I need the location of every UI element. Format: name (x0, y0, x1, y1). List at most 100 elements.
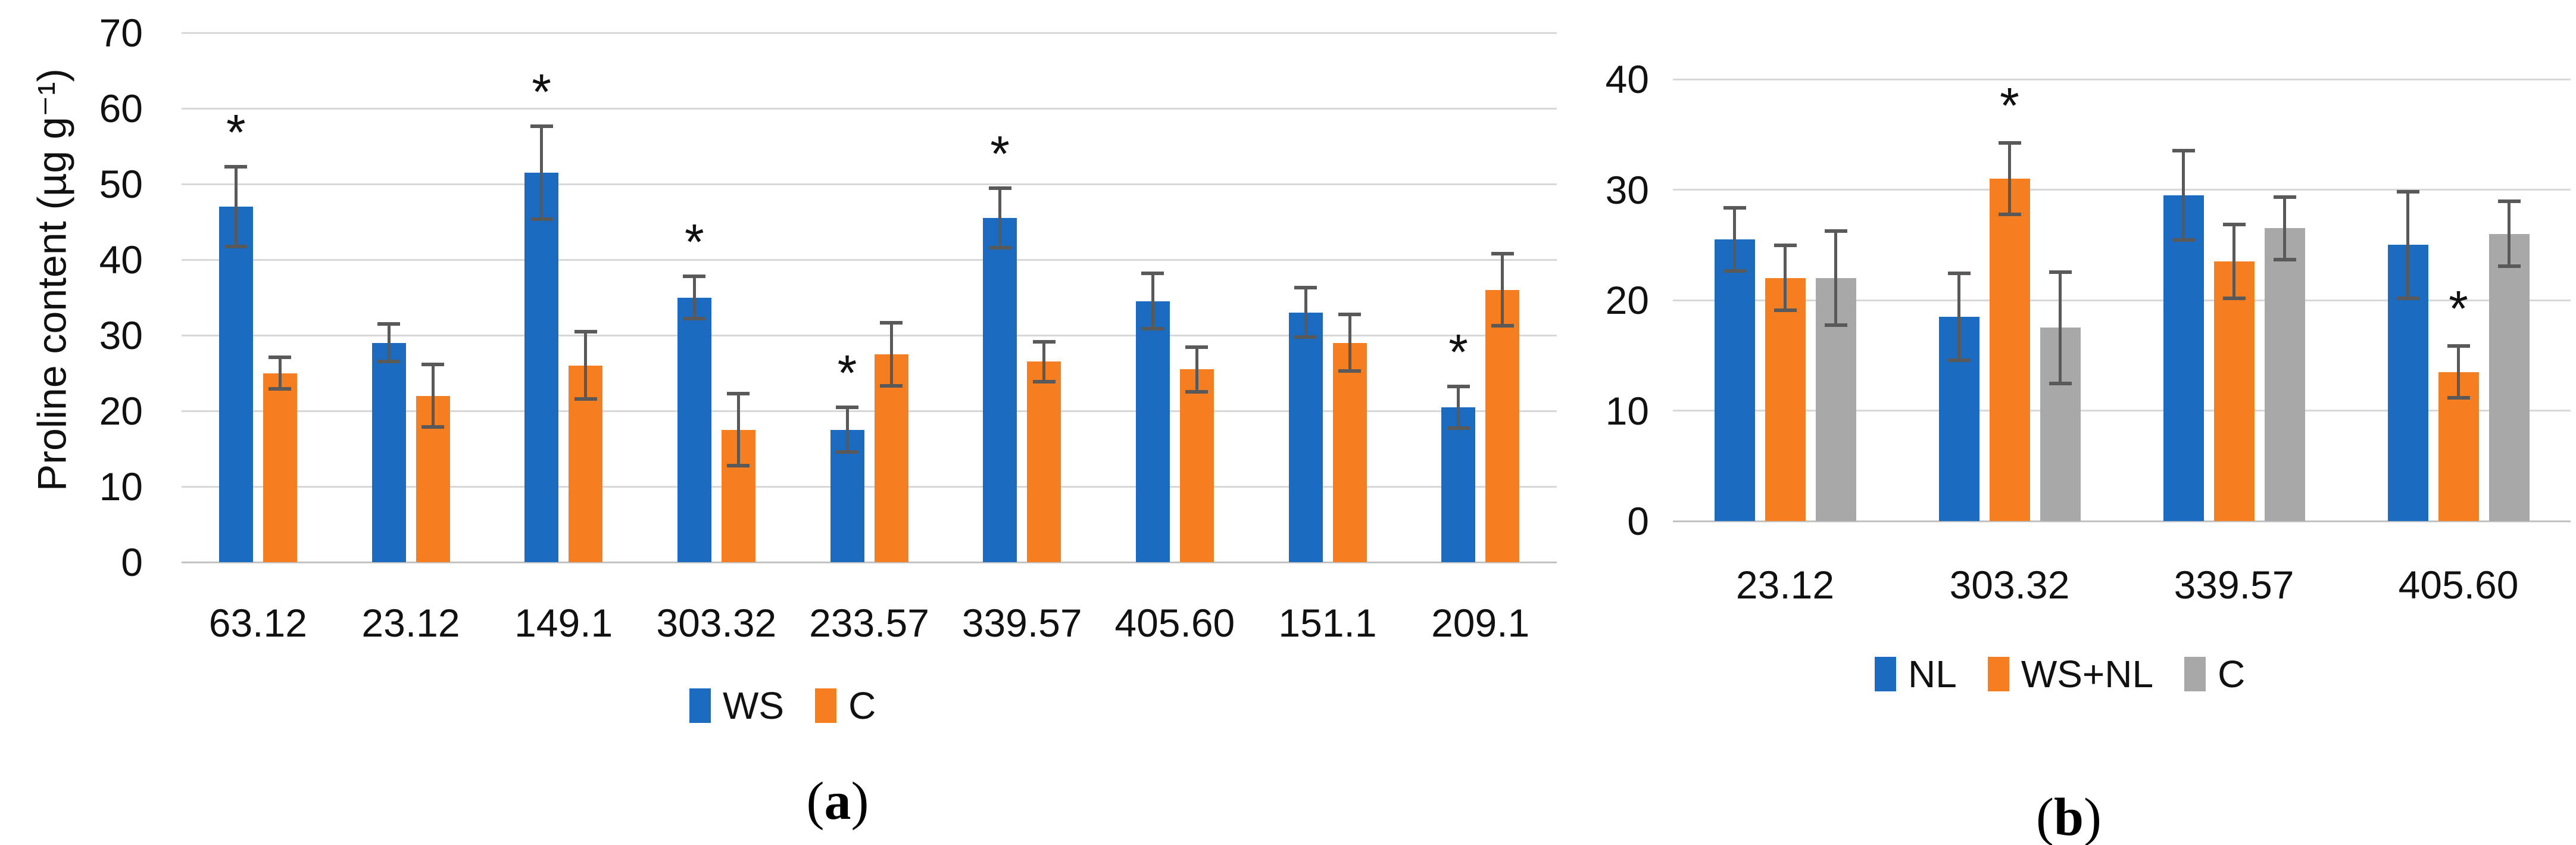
y-tick-label-40: 40 (99, 238, 143, 282)
x-axis-line (182, 561, 1557, 563)
x-category-label-339-57: 339.57 (2174, 563, 2294, 607)
error-bar-cap-bottom (880, 383, 903, 388)
x-category-label-339-57: 339.57 (961, 601, 1082, 645)
legend-item-c: C (815, 687, 876, 725)
caption-a-letter: a (824, 772, 851, 831)
error-bar-line (2406, 189, 2409, 300)
error-bar-line (1195, 345, 1198, 394)
error-bar-ws-nl-303-32 (1998, 141, 2021, 216)
error-bar-c-405-60 (1185, 345, 1209, 394)
significance-asterisk-ws-63-12: * (226, 104, 246, 161)
x-category-label-63-12: 63.12 (208, 601, 307, 645)
error-bar-line (1457, 384, 1460, 430)
bar-ws-405-60 (1135, 301, 1170, 562)
error-bar-nl-23-12 (1723, 206, 1746, 273)
significance-asterisk-ws-nl-303-32: * (2000, 77, 2019, 133)
error-bar-line (2008, 141, 2011, 216)
error-bar-cap-bottom (1447, 426, 1470, 430)
error-bar-c-339-57 (1032, 339, 1056, 384)
legend-swatch-nl (1875, 657, 1896, 691)
error-bar-cap-bottom (2172, 238, 2195, 242)
error-bar-cap-bottom (574, 397, 597, 401)
error-bar-nl-303-32 (1947, 271, 1971, 362)
x-category-label-151-1: 151.1 (1278, 601, 1377, 645)
y-tick-label-50: 50 (99, 162, 143, 206)
error-bar-cap-bottom (988, 246, 1011, 250)
error-bar-cap-bottom (1723, 269, 1746, 273)
error-bar-line (540, 124, 544, 222)
error-bar-ws-nl-339-57 (2222, 223, 2246, 300)
error-bar-ws-151-1 (1294, 286, 1317, 339)
error-bar-cap-bottom (1294, 335, 1317, 339)
error-bar-c-405-60 (2497, 199, 2521, 269)
error-bar-cap-bottom (2497, 264, 2521, 269)
error-bar-nl-339-57 (2172, 148, 2195, 242)
bar-c-151-1 (1332, 342, 1367, 562)
error-bar-cap-bottom (1491, 324, 1514, 328)
caption-a-open-paren: ( (806, 772, 825, 831)
error-bar-line (1304, 286, 1307, 339)
error-bar-line (1151, 272, 1154, 331)
gridline (1673, 189, 2571, 191)
legend-item-c: C (2184, 655, 2245, 693)
error-bar-line (584, 330, 588, 401)
error-bar-line (845, 406, 849, 454)
bar-ws-339-57 (983, 218, 1017, 562)
bar-c-209-1 (1485, 289, 1520, 562)
error-bar-c-23-12 (1824, 229, 1847, 327)
significance-asterisk-ws-209-1: * (1448, 323, 1469, 380)
error-bar-ws-149-1 (530, 124, 553, 222)
error-bar-cap-bottom (727, 464, 750, 468)
caption-b: (b) (2036, 791, 2102, 844)
bar-c-233-57 (874, 354, 908, 562)
legend-swatch-c (815, 688, 837, 723)
bar-c-405-60 (2488, 233, 2530, 521)
x-category-label-233-57: 233.57 (809, 601, 929, 645)
legend-item-ws-nl: WS+NL (1987, 655, 2153, 693)
bar-ws-151-1 (1288, 312, 1323, 562)
y-tick-label-40: 40 (1605, 57, 1649, 101)
y-tick-label-30: 30 (1605, 167, 1649, 212)
error-bar-cap-bottom (224, 244, 248, 248)
error-bar-line (1834, 229, 1837, 327)
error-bar-cap-bottom (683, 316, 706, 320)
error-bar-ws-209-1 (1447, 384, 1470, 430)
legend-swatch-ws-nl (1987, 657, 2009, 691)
caption-a-close-paren: ) (851, 772, 869, 831)
y-tick-label-20: 20 (99, 389, 143, 433)
legend-b: NL WS+NL C (1875, 655, 2245, 693)
caption-b-close-paren: ) (2084, 788, 2102, 845)
y-tick-label-10: 10 (1605, 388, 1649, 433)
x-category-label-149-1: 149.1 (514, 601, 613, 645)
error-bar-c-63-12 (268, 356, 292, 391)
error-bar-line (2508, 199, 2511, 269)
error-bar-ws-233-57 (836, 406, 858, 454)
error-bar-ws-405-60 (1141, 272, 1164, 331)
error-bar-c-149-1 (574, 330, 597, 401)
legend-label-nl: NL (1908, 653, 1957, 696)
bar-ws-209-1 (1441, 407, 1476, 562)
bar-ws-303-32 (677, 297, 711, 562)
error-bar-cap-bottom (2273, 258, 2296, 262)
significance-asterisk-ws-303-32: * (684, 214, 704, 270)
error-bar-cap-bottom (530, 217, 553, 222)
error-bar-cap-bottom (1185, 389, 1209, 394)
bar-nl-339-57 (2163, 195, 2204, 521)
error-bar-c-303-32 (2049, 270, 2072, 385)
x-category-label-23-12: 23.12 (1735, 563, 1835, 607)
error-bar-ws-303-32 (683, 275, 706, 320)
legend-a: WS C (689, 687, 876, 725)
legend-label-c: C (2218, 653, 2246, 696)
y-tick-label-70: 70 (99, 11, 143, 55)
legend-swatch-c (2184, 657, 2206, 691)
y-tick-label-0: 0 (1627, 499, 1649, 543)
legend-item-ws: WS (689, 687, 784, 725)
error-bar-line (692, 275, 696, 320)
error-bar-line (1784, 244, 1787, 313)
significance-asterisk-ws-149-1: * (532, 63, 552, 120)
error-bar-nl-405-60 (2396, 189, 2419, 300)
gridline (1673, 410, 2571, 411)
error-bar-line (889, 320, 893, 388)
bar-ws-nl-339-57 (2213, 261, 2255, 521)
y-tick-label-30: 30 (99, 313, 143, 357)
